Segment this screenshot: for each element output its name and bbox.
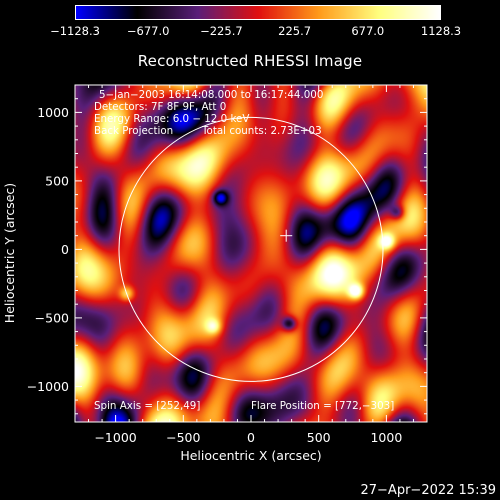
colorbar-tick-label: 1128.3 bbox=[420, 24, 462, 38]
x-tick-label: −500 bbox=[166, 430, 200, 445]
detectors-text: Detectors: 7F 8F 9F, Att 0 bbox=[94, 101, 227, 113]
x-tick-label: 0 bbox=[247, 430, 255, 445]
x-axis-label: Heliocentric X (arcsec) bbox=[180, 448, 321, 463]
footer-timestamp: 27−Apr−2022 15:39 bbox=[360, 483, 497, 498]
y-tick-label: −500 bbox=[35, 310, 69, 325]
colorbar-tick-label: −1128.3 bbox=[50, 24, 100, 38]
y-tick-label: 0 bbox=[61, 242, 69, 257]
colorbar bbox=[75, 5, 441, 20]
y-tick-label: −1000 bbox=[27, 379, 69, 394]
total-counts-text: Total counts: 2.73E+03 bbox=[202, 125, 322, 137]
y-tick-label: 1000 bbox=[37, 105, 69, 120]
sun-center-marker bbox=[280, 229, 293, 242]
colorbar-tick-label: 225.7 bbox=[278, 24, 312, 38]
x-tick-label: 1000 bbox=[370, 430, 402, 445]
colorbar-tick-label: −677.0 bbox=[126, 24, 170, 38]
solar-limb-circle bbox=[118, 116, 384, 382]
y-tick-label: 500 bbox=[45, 173, 69, 188]
method-text: Back Projection bbox=[94, 125, 174, 137]
colorbar-tick-label: 677.0 bbox=[351, 24, 385, 38]
heatmap-image bbox=[75, 85, 427, 422]
chart-title: Reconstructed RHESSI Image bbox=[137, 52, 363, 70]
energy-range-text: Energy Range: 6.0 − 12.0 keV bbox=[94, 113, 250, 125]
y-axis-label: Heliocentric Y (arcsec) bbox=[2, 183, 17, 323]
time-range-text: 5−Jan−2003 16:14:08.000 to 16:17:44.000 bbox=[99, 89, 324, 101]
colorbar-tick-label: −225.7 bbox=[200, 24, 243, 38]
x-tick-label: 500 bbox=[307, 430, 331, 445]
flare-position-text: Flare Position = [772,−303] bbox=[251, 400, 395, 412]
spin-axis-text: Spin Axis = [252,49] bbox=[94, 400, 201, 412]
x-tick-label: −1000 bbox=[94, 430, 136, 445]
